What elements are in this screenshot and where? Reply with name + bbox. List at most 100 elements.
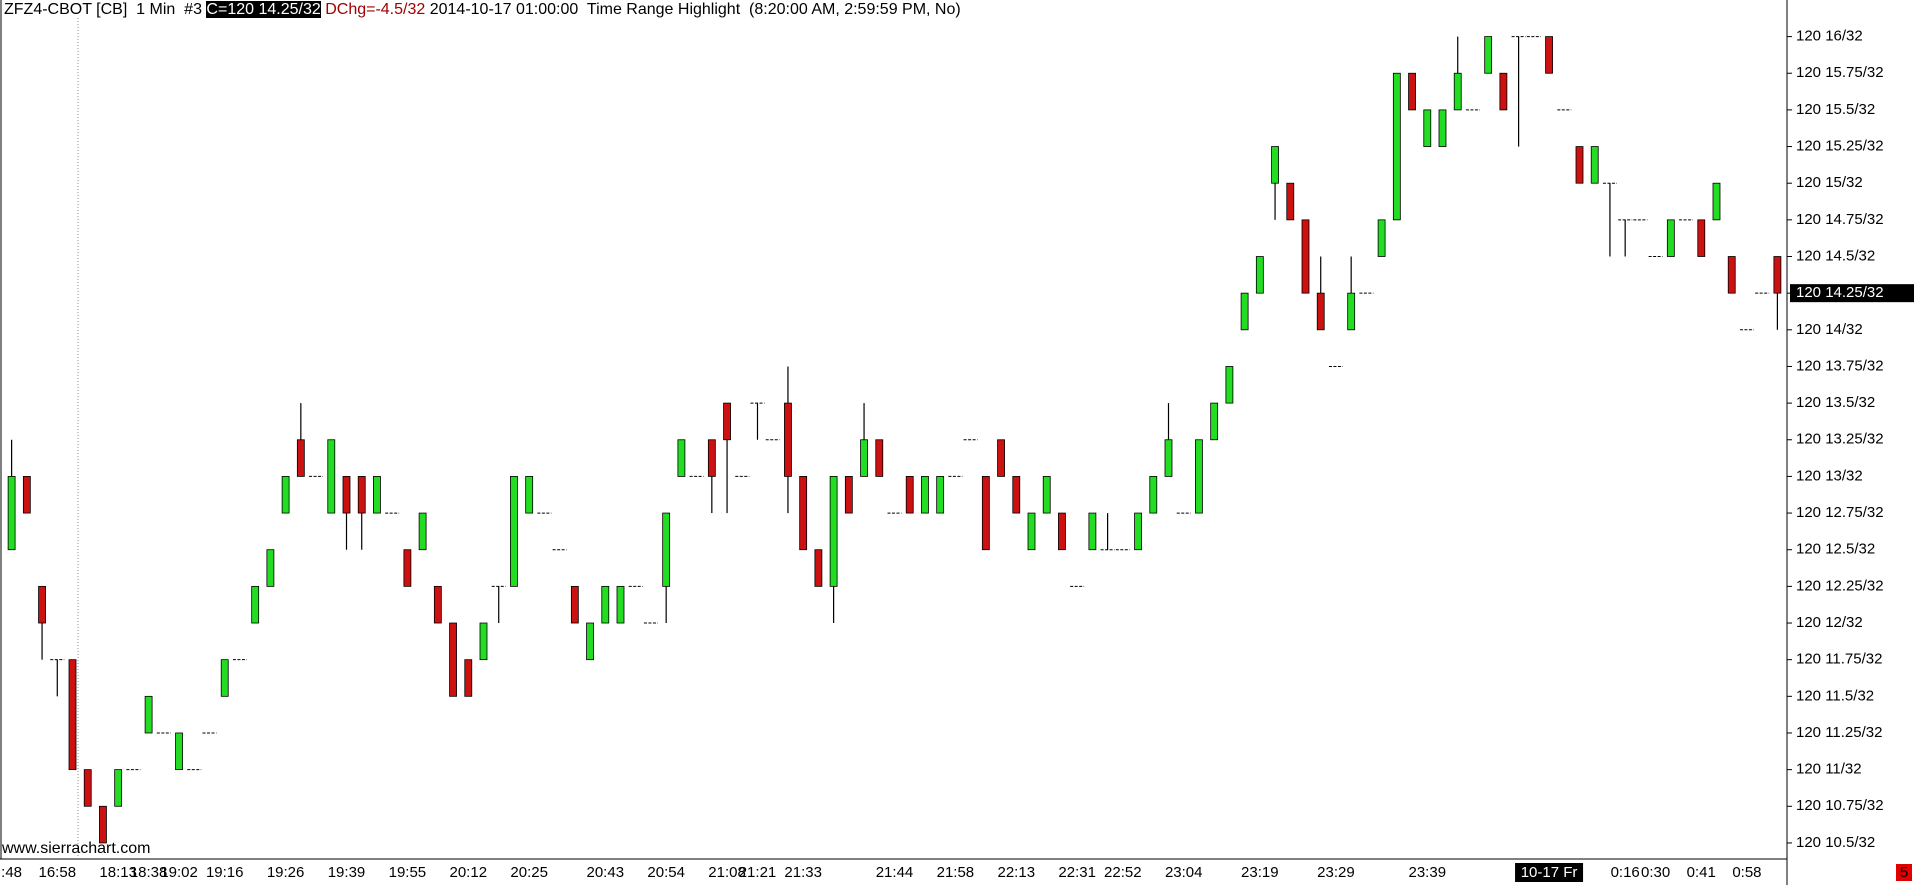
x-tick-label: 23:39 — [1409, 864, 1447, 881]
candle-body — [662, 512, 671, 587]
chart-header: ZFZ4-CBOT [CB] 1 Min #3 C=120 14.25/32 D… — [4, 1, 961, 19]
y-tick-label: 120 15/32 — [1796, 174, 1863, 191]
candle-body — [38, 585, 46, 624]
x-tick-label: 18:38 — [130, 864, 168, 881]
x-tick-label: 10-17 Fr — [1521, 864, 1578, 881]
candle-body — [1575, 146, 1584, 184]
candle-body — [1408, 72, 1416, 111]
x-tick-label: 23:19 — [1241, 864, 1279, 881]
candle-body — [1499, 72, 1508, 111]
y-tick-label: 120 14/32 — [1796, 321, 1863, 338]
candle-body — [1453, 72, 1462, 111]
candle-body — [601, 585, 610, 624]
candle-body — [144, 695, 153, 734]
candle-body — [1058, 512, 1066, 551]
x-tick-label: 18:13 — [99, 864, 137, 881]
x-tick-label: :48 — [1, 864, 22, 881]
candle-body — [921, 476, 929, 514]
candle-body — [22, 476, 31, 514]
candle-body — [403, 549, 412, 587]
candle-body — [1727, 256, 1736, 294]
x-tick-label: 20:12 — [450, 864, 488, 881]
y-tick-label: 120 15.5/32 — [1796, 101, 1875, 118]
candle-body — [525, 476, 534, 514]
candle-body — [1134, 512, 1142, 551]
candle-body — [1286, 182, 1295, 221]
y-tick-label: 120 13.25/32 — [1796, 431, 1884, 448]
candle-body — [266, 549, 275, 587]
candle-body — [449, 622, 457, 697]
x-tick-label: 22:13 — [998, 864, 1036, 881]
candle-body — [220, 659, 229, 697]
x-tick-label: 19:39 — [328, 864, 366, 881]
y-tick-label: 120 11/32 — [1796, 761, 1862, 778]
x-tick-label: 21:44 — [876, 864, 914, 881]
x-tick-label: 21:33 — [784, 864, 822, 881]
candle-body — [1240, 292, 1249, 331]
y-tick-label: 120 10.75/32 — [1796, 797, 1884, 814]
candle-body — [799, 476, 808, 551]
y-tick-label: 120 12.25/32 — [1796, 577, 1884, 594]
candle-body — [418, 512, 427, 551]
x-tick-label: 23:04 — [1165, 864, 1203, 881]
candle-body — [1042, 476, 1051, 514]
x-tick-label: 20:25 — [510, 864, 548, 881]
y-tick-label: 120 13/32 — [1796, 467, 1863, 484]
x-tick-label: 21:21 — [739, 864, 777, 881]
candle-body — [677, 439, 686, 477]
candle-body — [616, 585, 625, 624]
candle-body — [1149, 476, 1158, 514]
candle-body — [1316, 292, 1325, 331]
candle-body — [981, 476, 990, 551]
candle-body — [1210, 402, 1219, 441]
candle-body — [1164, 439, 1173, 477]
x-tick-label: 20:43 — [587, 864, 625, 881]
candle-body — [1590, 146, 1599, 184]
y-tick-label: 120 15.25/32 — [1796, 138, 1884, 155]
y-tick-label: 120 12/32 — [1796, 614, 1863, 631]
x-tick-label: 0:16 — [1611, 864, 1640, 881]
y-tick-label: 120 14.5/32 — [1796, 247, 1875, 264]
candle-body — [860, 439, 868, 477]
x-tick-label: 19:55 — [389, 864, 427, 881]
candle-body — [1377, 219, 1386, 257]
candle-body — [175, 732, 183, 771]
candle-body — [1088, 512, 1097, 551]
last-price-label: 120 14.25/32 — [1796, 284, 1884, 301]
badge-box — [1896, 864, 1912, 881]
candle-body — [464, 659, 473, 697]
x-tick-label: 19:02 — [160, 864, 198, 881]
x-tick-label: 19:16 — [206, 864, 244, 881]
candle-body — [784, 402, 792, 477]
x-tick-label: 0:58 — [1732, 864, 1761, 881]
candle-body — [1225, 366, 1234, 404]
symbol: ZFZ4-CBOT [CB] 1 Min #3 — [4, 1, 202, 18]
candle-body — [510, 476, 518, 587]
candle-body — [723, 402, 731, 441]
candle-body — [814, 549, 823, 587]
x-tick-label: 0:30 — [1641, 864, 1670, 881]
candle-body — [1027, 512, 1036, 551]
candle-body — [1712, 182, 1721, 221]
candle-body — [296, 439, 305, 477]
candle-body — [68, 659, 77, 771]
candle-body — [373, 476, 381, 514]
y-tick-label: 120 14.75/32 — [1796, 211, 1884, 228]
y-tick-label: 120 11.25/32 — [1796, 724, 1882, 741]
x-tick-label: 0:41 — [1687, 864, 1716, 881]
candle-body — [707, 439, 716, 477]
watermark: www.sierrachart.com — [1, 840, 150, 857]
candle-body — [99, 805, 107, 844]
candle-body — [1423, 109, 1432, 147]
candle-body — [1438, 109, 1447, 147]
candle-body — [7, 476, 16, 551]
x-tick-label: 21:08 — [708, 864, 746, 881]
y-tick-label: 120 11.75/32 — [1796, 651, 1882, 668]
x-tick-label: 23:29 — [1317, 864, 1355, 881]
candle-body — [997, 439, 1005, 477]
last-price-box — [1790, 284, 1914, 303]
y-tick-label: 120 16/32 — [1796, 28, 1863, 45]
daily-change: DChg=-4.5/32 — [325, 1, 426, 18]
